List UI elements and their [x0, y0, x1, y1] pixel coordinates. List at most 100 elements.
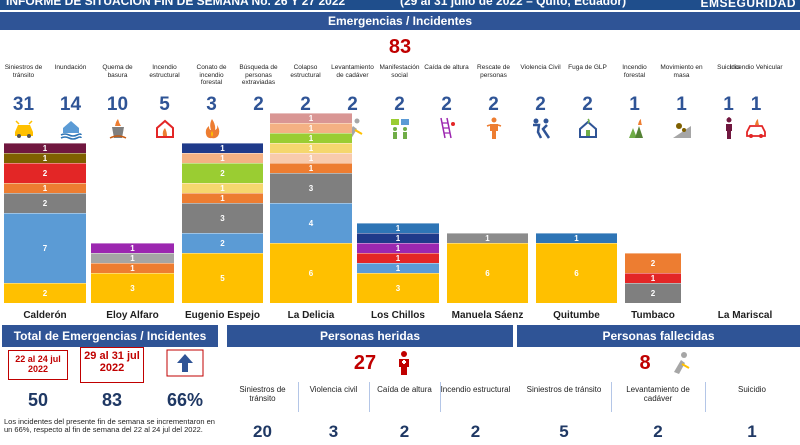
heridas-total: 27	[353, 352, 377, 374]
breakdown-value: 3	[328, 422, 339, 441]
bar-segment: 1	[4, 183, 86, 193]
category-count: 14	[59, 94, 82, 115]
burning-trash-icon	[106, 116, 130, 140]
category-count: 10	[106, 94, 129, 115]
injured-person-icon	[392, 350, 416, 376]
total-panel: Total de Emergencias / Incidentes	[0, 325, 222, 445]
zone-label: Tumbaco	[631, 310, 675, 321]
category-count: 2	[441, 94, 452, 115]
curr-period-box	[80, 347, 144, 383]
bar-segment: 3	[357, 273, 439, 303]
category-count: 1	[723, 94, 734, 115]
category-count: 2	[253, 94, 264, 115]
fallen-person-icon	[668, 350, 692, 376]
prev-period: 22 al 24 jul 2022	[15, 354, 61, 374]
bar-segment: 1	[182, 183, 263, 193]
zone-label: Manuela Sáenz	[451, 310, 524, 321]
column-divider	[298, 382, 299, 412]
bar-segment: 5	[182, 253, 263, 303]
emergencias-total: 83	[388, 36, 412, 58]
bar-segment: 1	[182, 193, 263, 203]
bar-segment: 1	[91, 253, 174, 263]
report-header: INFORME DE SITUACIÓN FIN DE SEMANA No. 2…	[0, 0, 800, 10]
bar-segment: 2	[625, 253, 681, 273]
bar-segment: 1	[357, 223, 439, 233]
house-fire-icon	[153, 116, 177, 140]
category-count: 3	[206, 94, 217, 115]
category-label: Rescate de personas	[477, 64, 510, 79]
zone-label: Calderón	[23, 310, 67, 321]
increase-arrow-icon	[160, 348, 210, 378]
protest-icon	[388, 116, 412, 140]
bar-segment: 1	[357, 233, 439, 243]
breakdown-label: Levantamiento de cadáver	[626, 385, 690, 403]
bar-segment: 1	[182, 153, 263, 163]
zone-label: Eloy Alfaro	[106, 310, 159, 321]
curr-period: 29 al 31 jul 2022	[84, 350, 140, 374]
report-title: INFORME DE SITUACIÓN FIN DE SEMANA No. 2…	[6, 0, 346, 8]
column-divider	[369, 382, 370, 412]
gas-leak-icon	[576, 116, 600, 140]
flood-house-icon	[59, 116, 83, 140]
breakdown-value: 20	[253, 422, 272, 441]
landslide-icon	[670, 116, 694, 140]
change-percent: 66%	[166, 390, 204, 410]
bar-segment: 2	[182, 233, 263, 253]
bar-segment: 2	[4, 283, 86, 303]
bar-segment: 1	[270, 143, 352, 153]
bar-segment: 1	[357, 243, 439, 253]
category-count: 5	[159, 94, 170, 115]
fallecidas-header: Personas fallecidas	[517, 325, 800, 347]
bar-segment: 2	[4, 163, 86, 183]
zone-label: Eugenio Espejo	[184, 310, 260, 321]
breakdown-value: 2	[653, 422, 663, 441]
person-search-icon	[247, 116, 271, 140]
bar-segment: 1	[91, 243, 174, 253]
bar-segment: 1	[447, 233, 528, 243]
fallecidas-total: 8	[639, 352, 651, 374]
bar-segment: 6	[536, 243, 617, 303]
category-label: Caída de altura	[424, 64, 469, 71]
breakdown-label: Suicidio	[737, 385, 766, 394]
bar-segment: 1	[357, 253, 439, 263]
category-count: 2	[582, 94, 593, 115]
breakdown-label: Siniestros de tránsito	[239, 385, 286, 403]
category-label: Búsqueda de personas extraviadas	[239, 64, 278, 86]
category-label: Incendio forestal	[622, 64, 647, 79]
breakdown-label: Caída de altura	[377, 385, 432, 394]
bar-segment: 1	[357, 263, 439, 273]
category-count: 31	[12, 94, 35, 115]
curr-total: 83	[101, 390, 123, 410]
bar-segment: 3	[91, 273, 174, 303]
summary-note: Los incidentes del presente fin de seman…	[4, 417, 215, 434]
zone-label: La Delicia	[287, 310, 335, 321]
bar-segment: 2	[625, 283, 681, 303]
category-count: 2	[535, 94, 546, 115]
car-crash-icon	[12, 116, 36, 140]
bar-segment: 6	[447, 243, 528, 303]
bar-segment: 1	[270, 123, 352, 133]
wildfire-icon	[623, 116, 647, 140]
bar-segment: 1	[270, 133, 352, 143]
report-date: (29 al 31 julio de 2022 – Quito, Ecuador…	[400, 0, 627, 8]
fall-ladder-icon	[435, 116, 459, 140]
forest-fire-icon	[200, 116, 224, 140]
category-count: 1	[750, 94, 762, 115]
column-divider	[440, 382, 441, 412]
bar-segment: 2	[182, 163, 263, 183]
category-count: 1	[676, 94, 687, 115]
bar-segment: 1	[270, 153, 352, 163]
category-count: 1	[629, 94, 640, 115]
category-count: 2	[394, 94, 405, 115]
category-label: Colapso estructural	[290, 64, 321, 79]
breakdown-value: 5	[559, 422, 569, 441]
prev-period-box	[8, 350, 68, 380]
category-count: 2	[347, 94, 358, 115]
